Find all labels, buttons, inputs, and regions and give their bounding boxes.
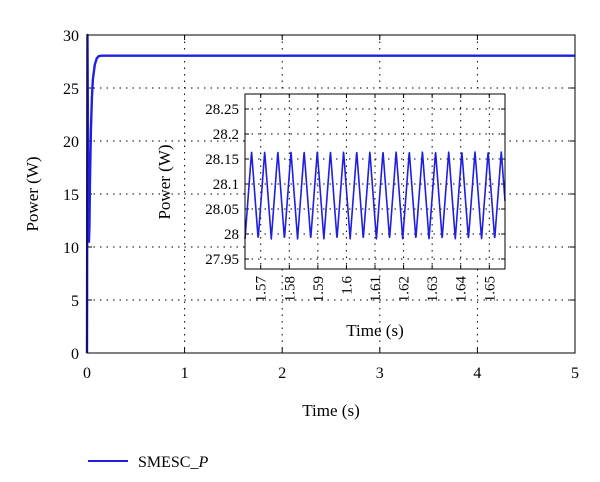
main-series-line bbox=[85, 33, 575, 354]
inset-x-tick-label: 1.64 bbox=[454, 276, 470, 303]
inset-x-tick-label: 1.65 bbox=[482, 276, 498, 302]
legend-label: SMESC_P bbox=[138, 454, 208, 471]
main-y-tick-label: 25 bbox=[63, 81, 79, 98]
main-grid bbox=[87, 35, 575, 353]
main-x-tick-label: 1 bbox=[181, 365, 189, 382]
inset-y-tick-label: 28.2 bbox=[213, 127, 239, 143]
inset-plot-frame bbox=[244, 93, 506, 270]
inset-grid bbox=[245, 94, 505, 269]
main-y-tick-label: 20 bbox=[63, 134, 79, 151]
main-tick-labels: 0 1 2 3 4 5 0 5 10 15 20 25 30 bbox=[63, 28, 579, 382]
main-y-axis-label: Power (W) bbox=[23, 156, 42, 231]
main-x-tick-label: 4 bbox=[473, 365, 481, 382]
inset-y-axis-label: Power (W) bbox=[155, 144, 174, 219]
legend: SMESC_P bbox=[88, 454, 208, 471]
inset-y-tick-label: 28.15 bbox=[205, 152, 239, 168]
main-x-axis-label: Time (s) bbox=[302, 401, 359, 420]
main-y-tick-label: 15 bbox=[63, 187, 79, 204]
main-x-tick-label: 2 bbox=[278, 365, 286, 382]
inset-y-tick-label: 27.95 bbox=[205, 252, 239, 268]
legend-label-italic: P bbox=[197, 454, 208, 471]
inset-x-axis-label: Time (s) bbox=[346, 321, 403, 340]
main-y-tick-label: 5 bbox=[71, 293, 79, 310]
inset-y-tick-label: 28.05 bbox=[205, 202, 239, 218]
inset-tick-labels: 1.57 1.58 1.59 1.6 1.61 1.62 1.63 1.64 1.65 27.95… bbox=[205, 102, 498, 302]
inset-series-line bbox=[244, 151, 506, 240]
inset-x-tick-label: 1.61 bbox=[368, 276, 384, 302]
main-plot-frame bbox=[86, 34, 576, 354]
inset-y-tick-label: 28.1 bbox=[213, 177, 239, 193]
main-x-tick-label: 3 bbox=[376, 365, 384, 382]
main-y-tick-label: 10 bbox=[63, 240, 79, 257]
inset-y-tick-label: 28 bbox=[224, 227, 239, 243]
main-y-tick-label: 30 bbox=[63, 28, 79, 45]
inset-y-tick-label: 28.25 bbox=[205, 102, 239, 118]
inset-chart: 1.57 1.58 1.59 1.6 1.61 1.62 1.63 1.64 1.65 27.95… bbox=[155, 93, 506, 340]
main-x-tick-label: 5 bbox=[571, 365, 579, 382]
main-y-tick-label: 0 bbox=[71, 346, 79, 363]
main-x-tick-label: 0 bbox=[83, 365, 91, 382]
inset-x-tick-label: 1.6 bbox=[339, 276, 355, 295]
inset-x-tick-label: 1.63 bbox=[425, 276, 441, 302]
inset-x-tick-label: 1.58 bbox=[282, 276, 298, 302]
inset-x-tick-label: 1.62 bbox=[397, 276, 413, 302]
inset-x-tick-label: 1.59 bbox=[311, 276, 327, 302]
legend-label-main: SMESC_ bbox=[138, 454, 199, 471]
inset-x-tick-label: 1.57 bbox=[254, 276, 270, 303]
